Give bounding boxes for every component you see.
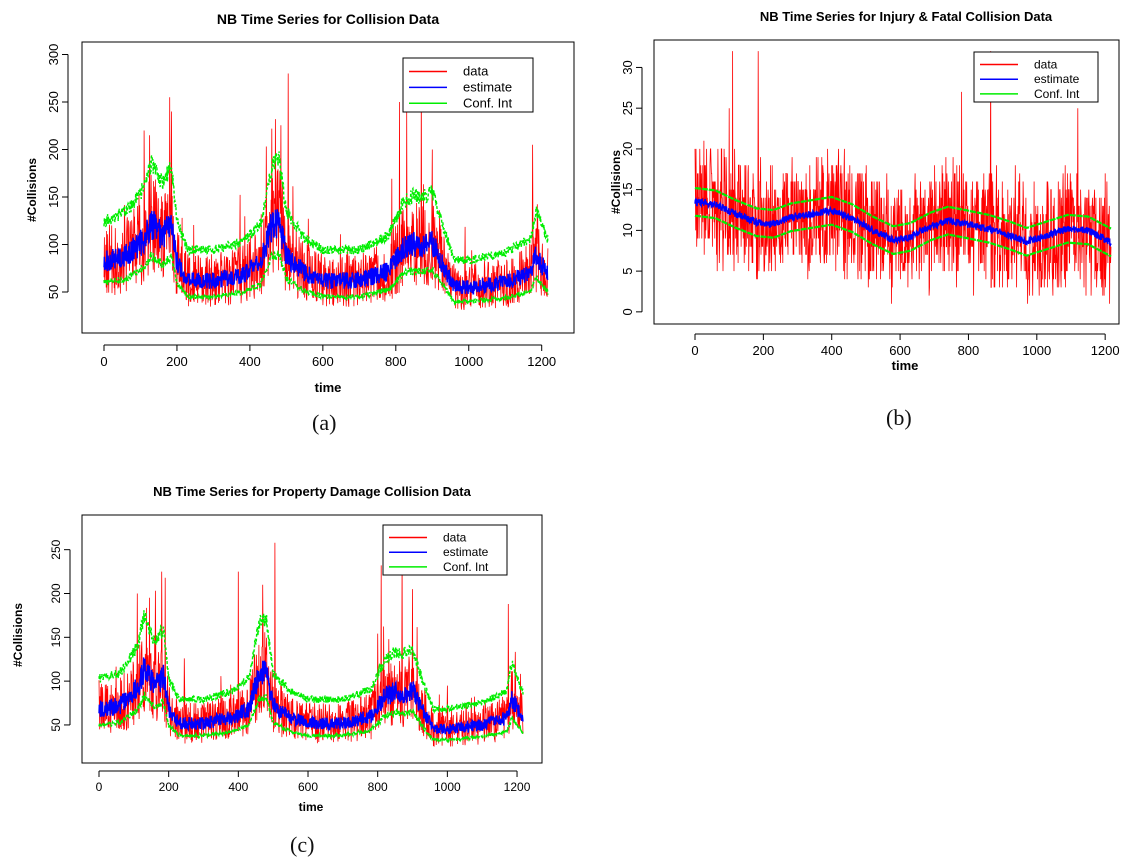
series-estimate-line — [98, 657, 524, 735]
x-tick-label: 600 — [312, 354, 334, 369]
chart-a-xlabel: time — [315, 380, 342, 395]
legend-label: estimate — [463, 79, 512, 94]
caption-b: (b) — [886, 405, 912, 430]
chart-b-title: NB Time Series for Injury & Fatal Collis… — [760, 9, 1053, 24]
x-tick-label: 200 — [166, 354, 188, 369]
x-tick-label: 1000 — [1022, 343, 1051, 358]
legend-label: estimate — [443, 545, 489, 559]
chart-b-axes: 0 200 400 600 800 1000 1200 0 5 10 15 20 25 30 — [620, 60, 1120, 358]
y-tick-label: 150 — [49, 627, 63, 647]
y-tick-label: 100 — [49, 671, 63, 691]
y-tick-label: 200 — [49, 583, 63, 603]
conf-int-upper-line — [694, 186, 1112, 230]
x-tick-label: 0 — [100, 354, 107, 369]
chart-b-svg: NB Time Series for Injury & Fatal Collis… — [609, 9, 1120, 373]
x-tick-label: 1200 — [504, 780, 531, 794]
caption-c: (c) — [290, 832, 315, 857]
y-tick-label: 250 — [46, 91, 61, 113]
y-tick-label: 150 — [46, 186, 61, 208]
y-tick-label: 250 — [49, 539, 63, 559]
y-tick-label: 10 — [620, 223, 635, 237]
legend-label: data — [1034, 58, 1058, 72]
series-data-line — [694, 51, 1112, 304]
chart-c-plot-frame — [81, 514, 543, 764]
series-estimate-line — [694, 197, 1112, 247]
y-tick-label: 50 — [46, 285, 61, 299]
y-tick-label: 200 — [46, 139, 61, 161]
x-tick-label: 0 — [96, 780, 103, 794]
x-tick-label: 600 — [889, 343, 911, 358]
legend-label: Conf. Int — [1034, 87, 1080, 101]
x-tick-label: 800 — [385, 354, 407, 369]
chart-c-ylabel: #Collisions — [11, 603, 25, 667]
chart-a-ylabel: #Collisions — [25, 158, 39, 222]
legend-label: Conf. Int — [443, 560, 489, 574]
y-tick-label: 100 — [46, 234, 61, 256]
chart-panel-c: NB Time Series for Property Damage Colli… — [0, 475, 590, 862]
x-tick-label: 400 — [239, 354, 261, 369]
x-tick-label: 800 — [368, 780, 388, 794]
chart-panel-b: NB Time Series for Injury & Fatal Collis… — [590, 0, 1129, 440]
x-tick-label: 200 — [753, 343, 775, 358]
y-tick-label: 300 — [46, 44, 61, 66]
chart-panel-a: NB Time Series for Collision Data 0 200 40… — [0, 0, 590, 440]
x-tick-label: 800 — [958, 343, 980, 358]
chart-a-plot-frame — [81, 41, 575, 334]
caption-a: (a) — [312, 410, 337, 435]
conf-int-upper-line — [103, 150, 549, 267]
x-tick-label: 200 — [159, 780, 179, 794]
legend-label: data — [463, 64, 489, 79]
conf-int-lower-line — [98, 691, 524, 745]
series-estimate-line — [103, 209, 549, 296]
conf-int-lower-line — [103, 250, 549, 307]
y-tick-label: 5 — [620, 268, 635, 275]
legend-label: data — [443, 531, 467, 545]
y-tick-label: 30 — [620, 60, 635, 74]
x-tick-label: 600 — [298, 780, 318, 794]
legend-label: estimate — [1034, 72, 1080, 86]
y-tick-label: 20 — [620, 142, 635, 156]
x-tick-label: 1200 — [527, 354, 556, 369]
chart-a-axes: 0 200 400 600 800 1000 1200 50 100 150 200 250 300 — [46, 44, 556, 369]
chart-c-svg: NB Time Series for Property Damage Colli… — [11, 484, 543, 814]
x-tick-label: 1000 — [454, 354, 483, 369]
y-tick-label: 25 — [620, 101, 635, 115]
y-tick-label: 15 — [620, 182, 635, 196]
chart-b-plot-frame — [653, 39, 1120, 325]
x-tick-label: 1200 — [1091, 343, 1120, 358]
chart-b-xlabel: time — [892, 358, 919, 373]
legend-box — [973, 51, 1099, 103]
conf-int-upper-line — [98, 610, 524, 715]
legend-box — [402, 57, 534, 113]
x-tick-label: 0 — [691, 343, 698, 358]
y-tick-label: 0 — [620, 308, 635, 315]
x-tick-label: 400 — [228, 780, 248, 794]
x-tick-label: 1000 — [434, 780, 461, 794]
chart-c-marks — [98, 542, 524, 747]
chart-a-title: NB Time Series for Collision Data — [217, 11, 439, 27]
chart-c-axes: 0 200 400 600 800 1000 1200 50 100 150 200 250 — [49, 539, 531, 794]
legend-label: Conf. Int — [463, 95, 513, 110]
chart-b-marks — [694, 51, 1112, 304]
chart-a-marks — [103, 73, 549, 311]
series-data-line — [98, 542, 524, 747]
y-tick-label: 50 — [49, 718, 63, 732]
chart-b-ylabel: #Collisions — [609, 150, 623, 214]
chart-c-xlabel: time — [299, 800, 324, 814]
conf-int-lower-line — [694, 214, 1112, 258]
chart-a-svg: NB Time Series for Collision Data 0 200 40… — [25, 11, 575, 395]
chart-c-title: NB Time Series for Property Damage Colli… — [153, 484, 471, 499]
x-tick-label: 400 — [821, 343, 843, 358]
